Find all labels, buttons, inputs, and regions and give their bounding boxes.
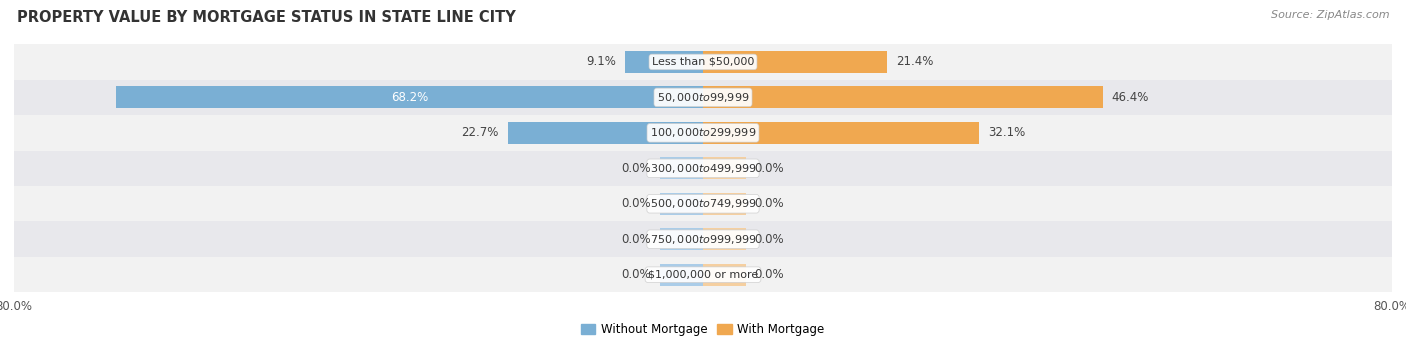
Text: Source: ZipAtlas.com: Source: ZipAtlas.com [1271, 10, 1389, 20]
Text: 0.0%: 0.0% [621, 197, 651, 210]
Bar [624, 51, 703, 73]
Bar [659, 264, 703, 286]
Bar [703, 122, 980, 144]
Text: $500,000 to $749,999: $500,000 to $749,999 [650, 197, 756, 210]
Text: 0.0%: 0.0% [621, 268, 651, 281]
Bar [508, 122, 703, 144]
Bar [14, 44, 1392, 80]
Bar [115, 86, 703, 108]
Bar [703, 193, 747, 215]
Text: $300,000 to $499,999: $300,000 to $499,999 [650, 162, 756, 175]
Text: $750,000 to $999,999: $750,000 to $999,999 [650, 233, 756, 246]
Text: 68.2%: 68.2% [391, 91, 427, 104]
Bar [14, 115, 1392, 151]
Text: 0.0%: 0.0% [755, 233, 785, 246]
Text: 22.7%: 22.7% [461, 126, 499, 139]
Bar [703, 228, 747, 250]
Bar [14, 186, 1392, 221]
Text: 0.0%: 0.0% [621, 233, 651, 246]
Text: 32.1%: 32.1% [988, 126, 1025, 139]
Bar [14, 257, 1392, 292]
Bar [14, 80, 1392, 115]
Bar [659, 193, 703, 215]
Bar [14, 221, 1392, 257]
Text: Less than $50,000: Less than $50,000 [652, 57, 754, 67]
Text: PROPERTY VALUE BY MORTGAGE STATUS IN STATE LINE CITY: PROPERTY VALUE BY MORTGAGE STATUS IN STA… [17, 10, 516, 25]
Bar [703, 264, 747, 286]
Text: 21.4%: 21.4% [896, 55, 934, 68]
Legend: Without Mortgage, With Mortgage: Without Mortgage, With Mortgage [576, 319, 830, 340]
Bar [659, 228, 703, 250]
Bar [14, 151, 1392, 186]
Text: 0.0%: 0.0% [621, 162, 651, 175]
Text: 46.4%: 46.4% [1111, 91, 1149, 104]
Text: $50,000 to $99,999: $50,000 to $99,999 [657, 91, 749, 104]
Text: $1,000,000 or more: $1,000,000 or more [648, 270, 758, 280]
Bar [703, 86, 1102, 108]
Text: 0.0%: 0.0% [755, 197, 785, 210]
Text: 9.1%: 9.1% [586, 55, 616, 68]
Text: $100,000 to $299,999: $100,000 to $299,999 [650, 126, 756, 139]
Text: 0.0%: 0.0% [755, 162, 785, 175]
Bar [703, 157, 747, 179]
Bar [659, 157, 703, 179]
Bar [703, 51, 887, 73]
Text: 0.0%: 0.0% [755, 268, 785, 281]
